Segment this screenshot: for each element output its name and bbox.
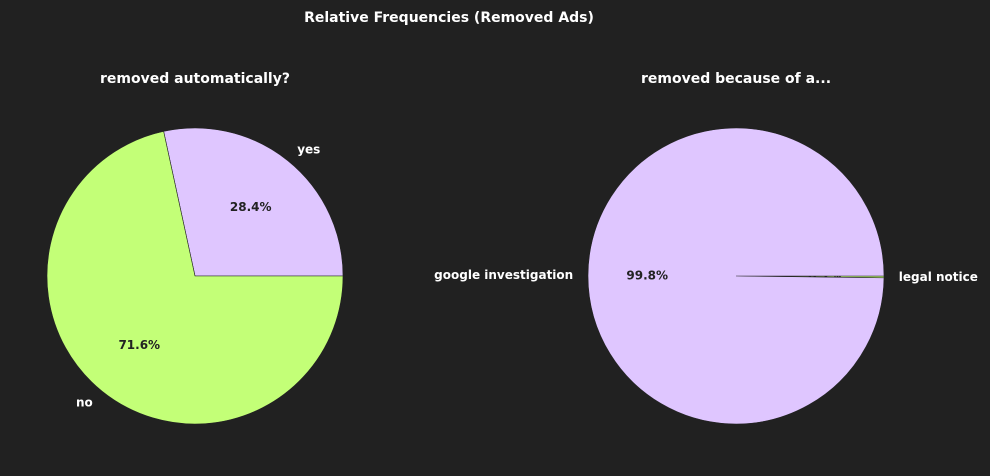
slice-percent-yes: 28.4% [230,200,272,214]
pie-slice-no [46,131,344,425]
slice-label-google-investigation: google investigation [434,268,573,282]
slice-percent-google-investigation: 99.8% [626,268,668,282]
slice-percent-no: 71.6% [118,338,160,352]
pie-title: removed because of a... [641,71,831,87]
pie-chart-removed-automatically: removed automatically? yes 28.4% no 71.6% [46,71,344,425]
slice-label-yes: yes [297,142,320,156]
slice-label-legal-notice: legal notice [899,270,978,284]
slice-label-no: no [76,396,93,410]
pie-slice-google-investigation [587,127,885,425]
figure-title: Relative Frequencies (Removed Ads) [304,10,594,26]
pie-slice-yes [163,127,344,277]
pie-chart-removed-because-of: removed because of a... legal notice0.2%… [434,71,978,425]
pie-title: removed automatically? [100,71,290,87]
